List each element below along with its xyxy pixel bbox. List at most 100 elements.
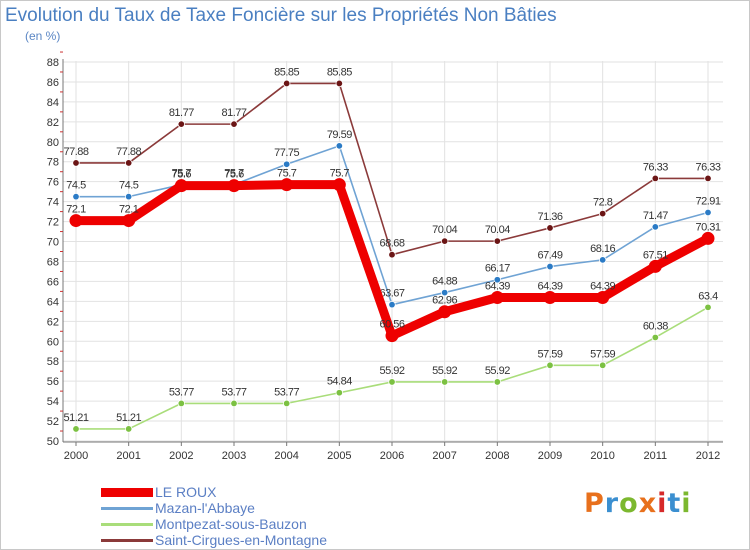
- data-label: 63.67: [379, 288, 404, 300]
- data-point: [598, 256, 607, 264]
- data-point: [440, 288, 449, 297]
- x-tick-label: 2008: [485, 450, 509, 462]
- data-label: 64.39: [537, 280, 562, 292]
- data-label: 68.68: [379, 238, 404, 250]
- data-point: [72, 192, 80, 201]
- data-point: [124, 425, 133, 433]
- y-tick-label: 84: [47, 97, 59, 109]
- data-point: [282, 160, 291, 168]
- y-tick-label: 64: [47, 296, 59, 308]
- data-label: 51.21: [63, 412, 88, 424]
- data-point: [385, 329, 399, 343]
- logo-letter: i: [657, 488, 668, 519]
- legend-swatch: [101, 523, 153, 526]
- data-label: 62.96: [432, 295, 457, 307]
- data-label: 76.33: [643, 161, 668, 173]
- data-label: 68.16: [590, 243, 615, 255]
- legend-label: LE ROUX: [155, 484, 217, 500]
- data-label: 75.7: [224, 168, 244, 180]
- legend-swatch: [101, 488, 153, 497]
- data-point: [388, 378, 396, 386]
- data-label: 53.77: [169, 386, 194, 398]
- data-label: 70.31: [695, 221, 720, 233]
- data-point: [388, 250, 396, 259]
- legend-swatch: [101, 539, 153, 542]
- chart-title: Evolution du Taux de Taxe Foncière sur l…: [5, 5, 557, 26]
- data-label: 71.47: [643, 210, 668, 222]
- y-tick-label: 56: [47, 376, 59, 388]
- data-label: 75.6: [224, 169, 244, 181]
- data-point: [493, 276, 502, 284]
- data-label: 71.36: [537, 211, 562, 223]
- data-point: [335, 142, 344, 150]
- data-point: [332, 178, 346, 192]
- x-tick-label: 2012: [696, 450, 720, 462]
- data-label: 76.33: [695, 161, 720, 173]
- data-point: [124, 159, 133, 167]
- data-point: [704, 208, 712, 217]
- data-point: [72, 425, 80, 433]
- data-point: [230, 399, 238, 408]
- y-tick-label: 62: [47, 316, 59, 328]
- data-label: 64.39: [485, 280, 510, 292]
- y-tick-label: 86: [47, 77, 59, 89]
- data-label: 72.1: [119, 204, 139, 216]
- data-label: 60.56: [379, 319, 404, 331]
- data-label: 64.88: [432, 276, 457, 288]
- y-tick-label: 60: [47, 336, 59, 348]
- logo-letter: i: [681, 488, 692, 519]
- data-point: [230, 120, 238, 128]
- y-tick-label: 52: [47, 416, 59, 428]
- data-point: [440, 237, 449, 245]
- data-point: [490, 290, 504, 304]
- y-tick-label: 58: [47, 356, 59, 368]
- x-tick-label: 2011: [644, 450, 668, 462]
- y-tick-label: 88: [47, 57, 59, 69]
- y-tick-label: 50: [47, 436, 59, 448]
- data-label: 55.92: [485, 365, 510, 377]
- data-label: 60.38: [643, 320, 668, 332]
- logo-letter: P: [584, 488, 605, 519]
- data-label: 75.7: [172, 168, 192, 180]
- data-point: [438, 305, 452, 319]
- y-tick-label: 70: [47, 237, 59, 249]
- data-point: [651, 223, 660, 231]
- data-label: 51.21: [116, 412, 141, 424]
- logo-letter: x: [638, 488, 658, 519]
- data-label: 55.92: [379, 365, 404, 377]
- logo-letter: t: [667, 488, 682, 519]
- y-tick-label: 68: [47, 256, 59, 268]
- data-point: [282, 399, 291, 408]
- logo-letter: r: [604, 488, 620, 519]
- data-point: [704, 303, 712, 312]
- data-label: 53.77: [274, 386, 299, 398]
- data-point: [72, 159, 80, 167]
- data-point: [227, 179, 241, 193]
- y-tick-label: 72: [47, 217, 59, 229]
- data-label: 79.59: [327, 129, 352, 141]
- data-point: [704, 174, 712, 183]
- x-tick-label: 2009: [538, 450, 562, 462]
- x-tick-label: 2003: [222, 450, 246, 462]
- data-label: 66.17: [485, 263, 510, 275]
- data-label: 74.5: [119, 180, 139, 192]
- data-label: 72.1: [66, 204, 86, 216]
- legend-swatch: [101, 507, 153, 510]
- data-point: [598, 209, 607, 218]
- data-label: 70.04: [485, 224, 510, 236]
- series-montpezat-sous-bauzon: 51.21 51.21 53.77 53.77 53.77 54.84 55.92 55.92…: [63, 290, 719, 433]
- data-point: [546, 262, 554, 271]
- x-tick-label: 2002: [169, 450, 193, 462]
- y-tick-label: 78: [47, 157, 59, 169]
- data-label: 54.84: [327, 376, 352, 388]
- x-tick-label: 2010: [590, 450, 614, 462]
- data-point: [651, 174, 660, 183]
- x-tick-label: 2004: [274, 450, 298, 462]
- data-label: 77.88: [116, 146, 141, 158]
- data-point: [177, 399, 186, 408]
- data-point: [651, 333, 660, 342]
- data-label: 57.59: [590, 348, 615, 360]
